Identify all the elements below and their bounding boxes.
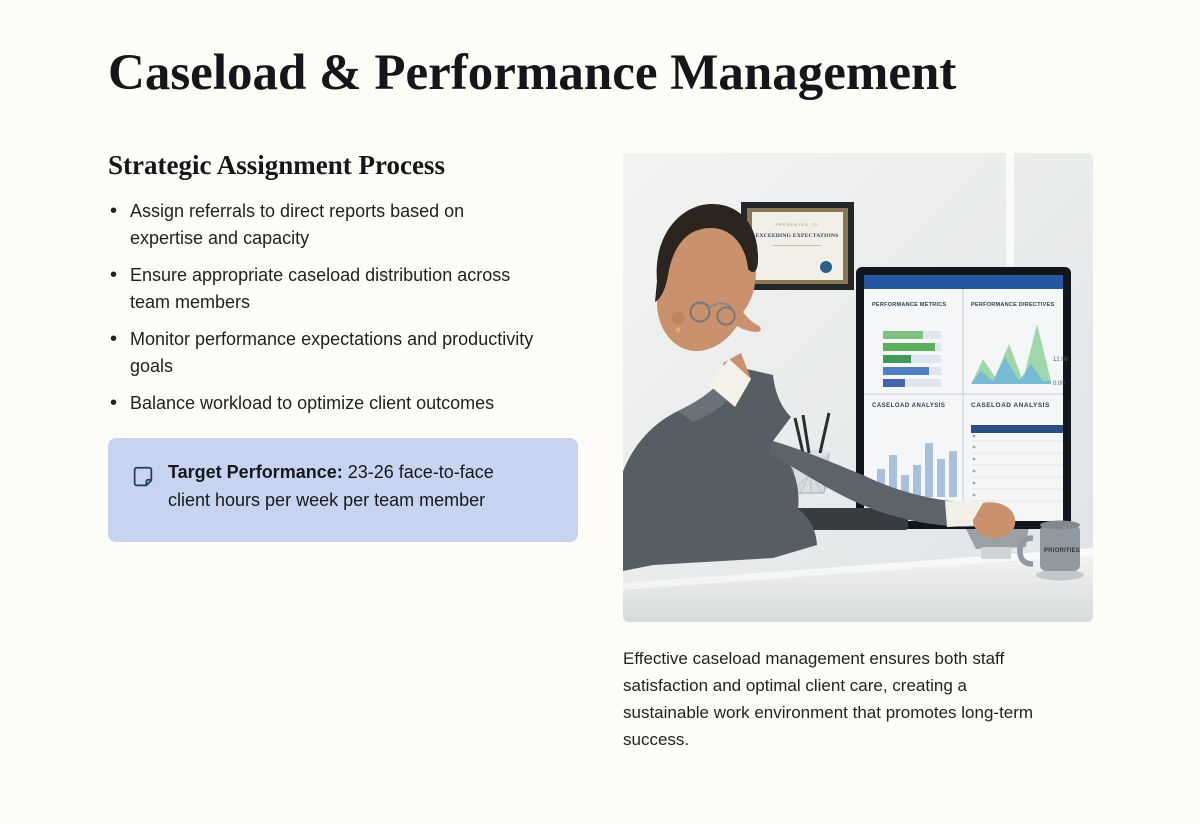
svg-text:PRESENTED TO: PRESENTED TO	[776, 222, 819, 227]
svg-text:12.00: 12.00	[1053, 357, 1069, 363]
svg-text:EXCEEDING EXPECTATIONS: EXCEEDING EXPECTATIONS	[756, 233, 839, 239]
svg-text:CASELOAD ANALYSIS: CASELOAD ANALYSIS	[872, 403, 945, 409]
svg-text:PERFORMANCE DIRECTIVES: PERFORMANCE DIRECTIVES	[971, 302, 1054, 308]
svg-text:PERFORMANCE METRICS: PERFORMANCE METRICS	[872, 302, 946, 308]
svg-text:0.00: 0.00	[1053, 381, 1065, 387]
svg-text:CASELOAD ANALYSIS: CASELOAD ANALYSIS	[971, 402, 1050, 409]
svg-text:PRIORITIES: PRIORITIES	[1044, 548, 1080, 554]
